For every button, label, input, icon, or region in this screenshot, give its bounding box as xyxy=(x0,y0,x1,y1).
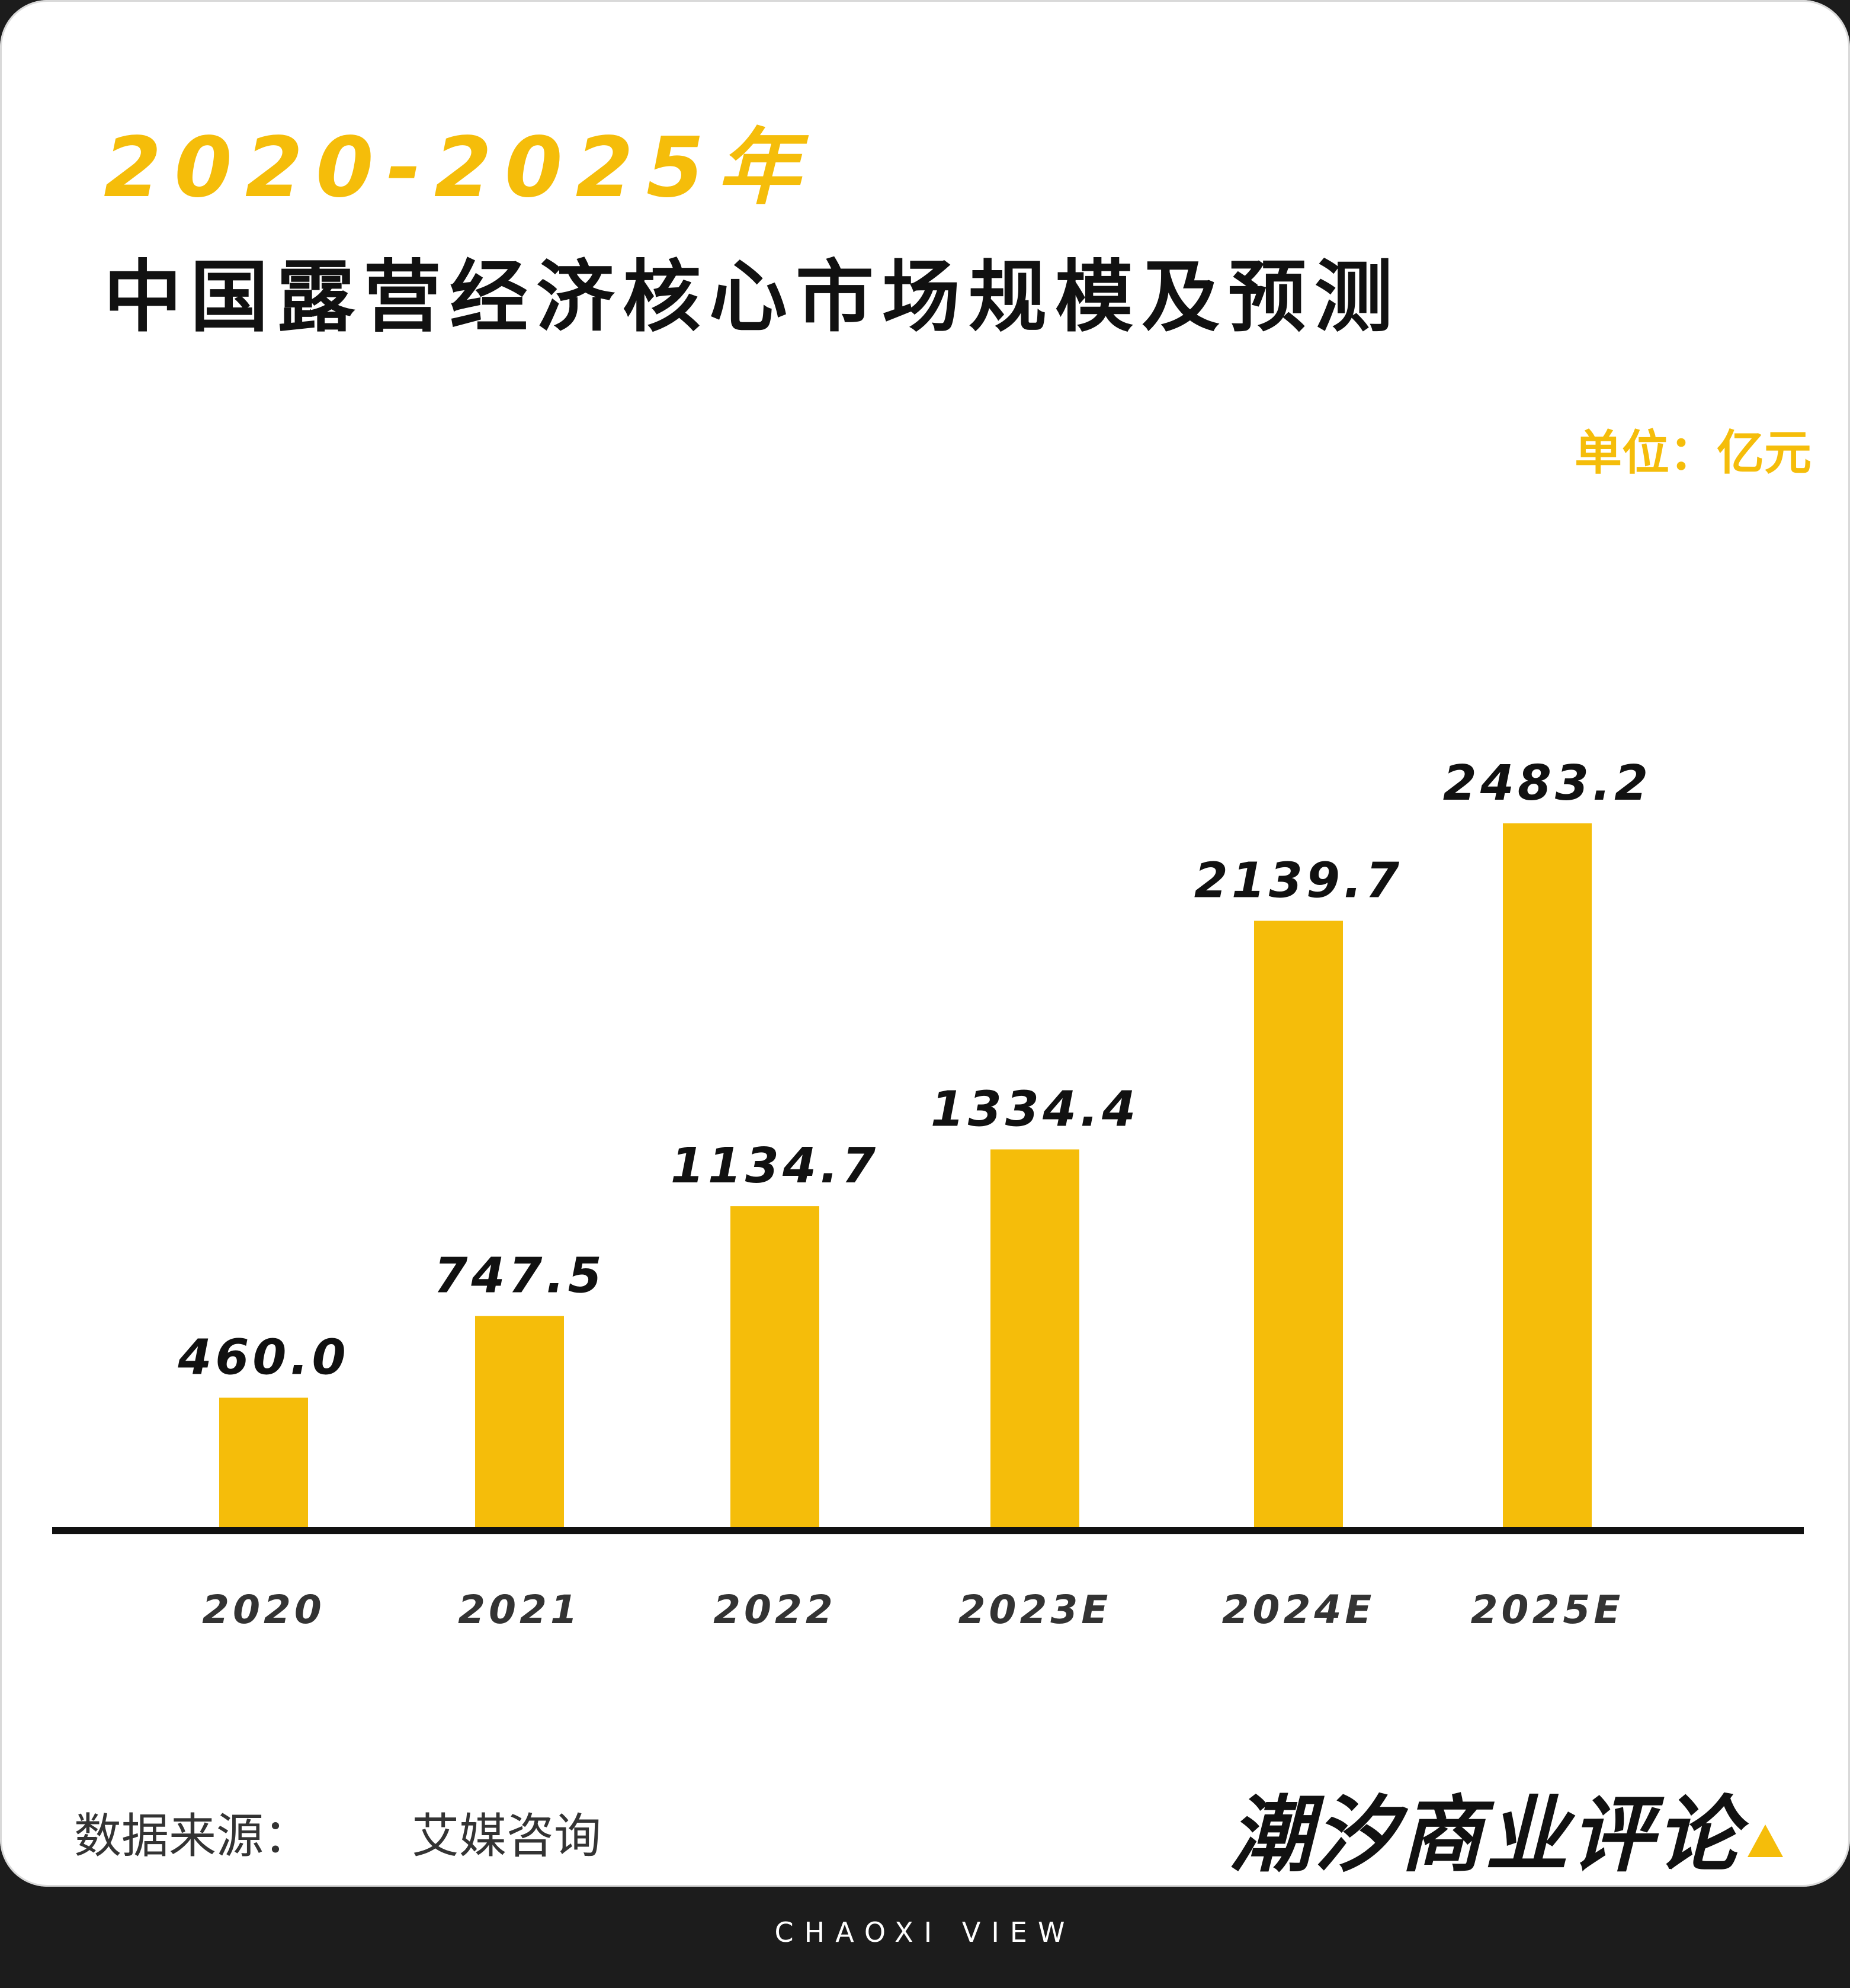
value-label-2025E: 2483.2 xyxy=(1443,755,1652,812)
bar-2025E xyxy=(1503,823,1592,1528)
bar-2023E xyxy=(990,1149,1079,1528)
category-label-2021: 2021 xyxy=(458,1587,581,1633)
source-label: 数据来源： xyxy=(74,1809,311,1864)
bars-group xyxy=(219,823,1592,1528)
footer-brand-text: CHAOXI VIEW xyxy=(774,1916,1076,1948)
bar-2024E xyxy=(1254,921,1343,1528)
category-label-2020: 2020 xyxy=(202,1587,325,1633)
brand-logo-accent-icon xyxy=(1748,1825,1783,1857)
chart-card: 2020-2025年 中国露营经济核心市场规模及预测 单位：亿元 460.0 74… xyxy=(0,0,1850,1887)
category-label-2023E: 2023E xyxy=(958,1587,1112,1633)
category-labels-group: 2020 2021 2022 2023E 2024E 2025E xyxy=(202,1587,1624,1633)
value-label-2024E: 2139.7 xyxy=(1194,852,1403,909)
source-value: 艾媒咨询 xyxy=(412,1809,601,1864)
value-label-2022: 1134.7 xyxy=(671,1138,879,1194)
category-label-2024E: 2024E xyxy=(1222,1587,1376,1633)
value-labels-group: 460.0 747.5 1134.7 1334.4 2139.7 2483.2 xyxy=(177,755,1652,1386)
category-label-2025E: 2025E xyxy=(1471,1587,1624,1633)
bar-2020 xyxy=(219,1397,308,1528)
bar-2021 xyxy=(475,1316,564,1528)
value-label-2021: 747.5 xyxy=(434,1248,605,1304)
brand-logo: 潮汐商业评论 xyxy=(1229,1787,1742,1884)
value-label-2023E: 1334.4 xyxy=(931,1081,1139,1137)
unit-label: 单位：亿元 xyxy=(1575,425,1811,480)
chart-title: 中国露营经济核心市场规模及预测 xyxy=(104,252,1401,343)
title-year-range: 2020-2025年 xyxy=(104,120,813,216)
bar-2022 xyxy=(730,1206,819,1528)
value-label-2020: 460.0 xyxy=(177,1330,349,1386)
category-label-2022: 2022 xyxy=(713,1587,836,1633)
